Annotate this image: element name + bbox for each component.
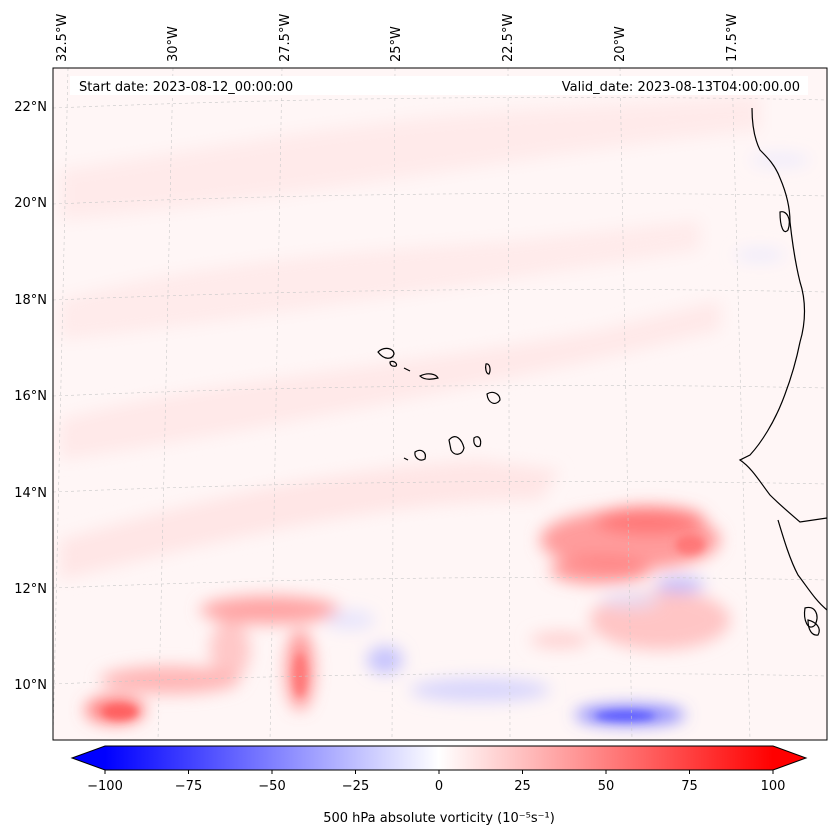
header-box — [70, 76, 808, 95]
colorbar-ticks — [104, 770, 774, 774]
colorbar-tick-label: −100 — [87, 779, 123, 794]
lat-label: 22°N — [14, 100, 47, 115]
lon-label: 22.5°W — [501, 14, 516, 62]
colorbar-tick-label: −50 — [258, 779, 285, 794]
colorbar-tick-label: −75 — [175, 779, 202, 794]
colorbar-tick-labels: −100 −75 −50 −25 0 25 50 75 100 — [87, 779, 785, 794]
colorbar-gradient — [105, 746, 773, 770]
colorbar-tick-label: 75 — [681, 779, 698, 794]
coastline — [377, 107, 827, 636]
gridlines — [53, 68, 827, 740]
lat-label: 12°N — [14, 582, 47, 597]
vorticity-field — [53, 68, 827, 740]
lon-label: 20°W — [613, 26, 628, 62]
valid-date-label: Valid_date: 2023-08-13T04:00:00.00 — [562, 80, 800, 95]
lat-label: 20°N — [14, 196, 47, 211]
lon-label: 17.5°W — [725, 14, 740, 62]
lon-label: 32.5°W — [55, 14, 70, 62]
lat-label: 10°N — [14, 678, 47, 693]
colorbar-label: 500 hPa absolute vorticity (10⁻⁵s⁻¹) — [323, 811, 555, 826]
lat-label: 14°N — [14, 486, 47, 501]
colorbar-min-extend — [72, 746, 105, 770]
longitude-labels: 32.5°W 30°W 27.5°W 25°W 22.5°W 20°W 17.5… — [55, 14, 740, 62]
start-date-label: Start date: 2023-08-12_00:00:00 — [79, 80, 293, 95]
lon-label: 27.5°W — [278, 14, 293, 62]
lon-label: 30°W — [166, 26, 181, 62]
colorbar-tick-label: 50 — [598, 779, 615, 794]
colorbar-tick-label: −25 — [342, 779, 369, 794]
colorbar-tick-label: 0 — [435, 779, 443, 794]
colorbar-max-extend — [773, 746, 806, 770]
lat-label: 16°N — [14, 389, 47, 404]
lat-label: 18°N — [14, 293, 47, 308]
colorbar-tick-label: 100 — [761, 779, 786, 794]
colorbar-tick-label: 25 — [514, 779, 531, 794]
latitude-labels: 22°N 20°N 18°N 16°N 14°N 12°N 10°N — [14, 100, 47, 693]
colorbar: −100 −75 −50 −25 0 25 50 75 100 500 hPa absolute… — [70, 745, 808, 826]
lon-label: 25°W — [389, 26, 404, 62]
map-frame — [52, 67, 828, 741]
